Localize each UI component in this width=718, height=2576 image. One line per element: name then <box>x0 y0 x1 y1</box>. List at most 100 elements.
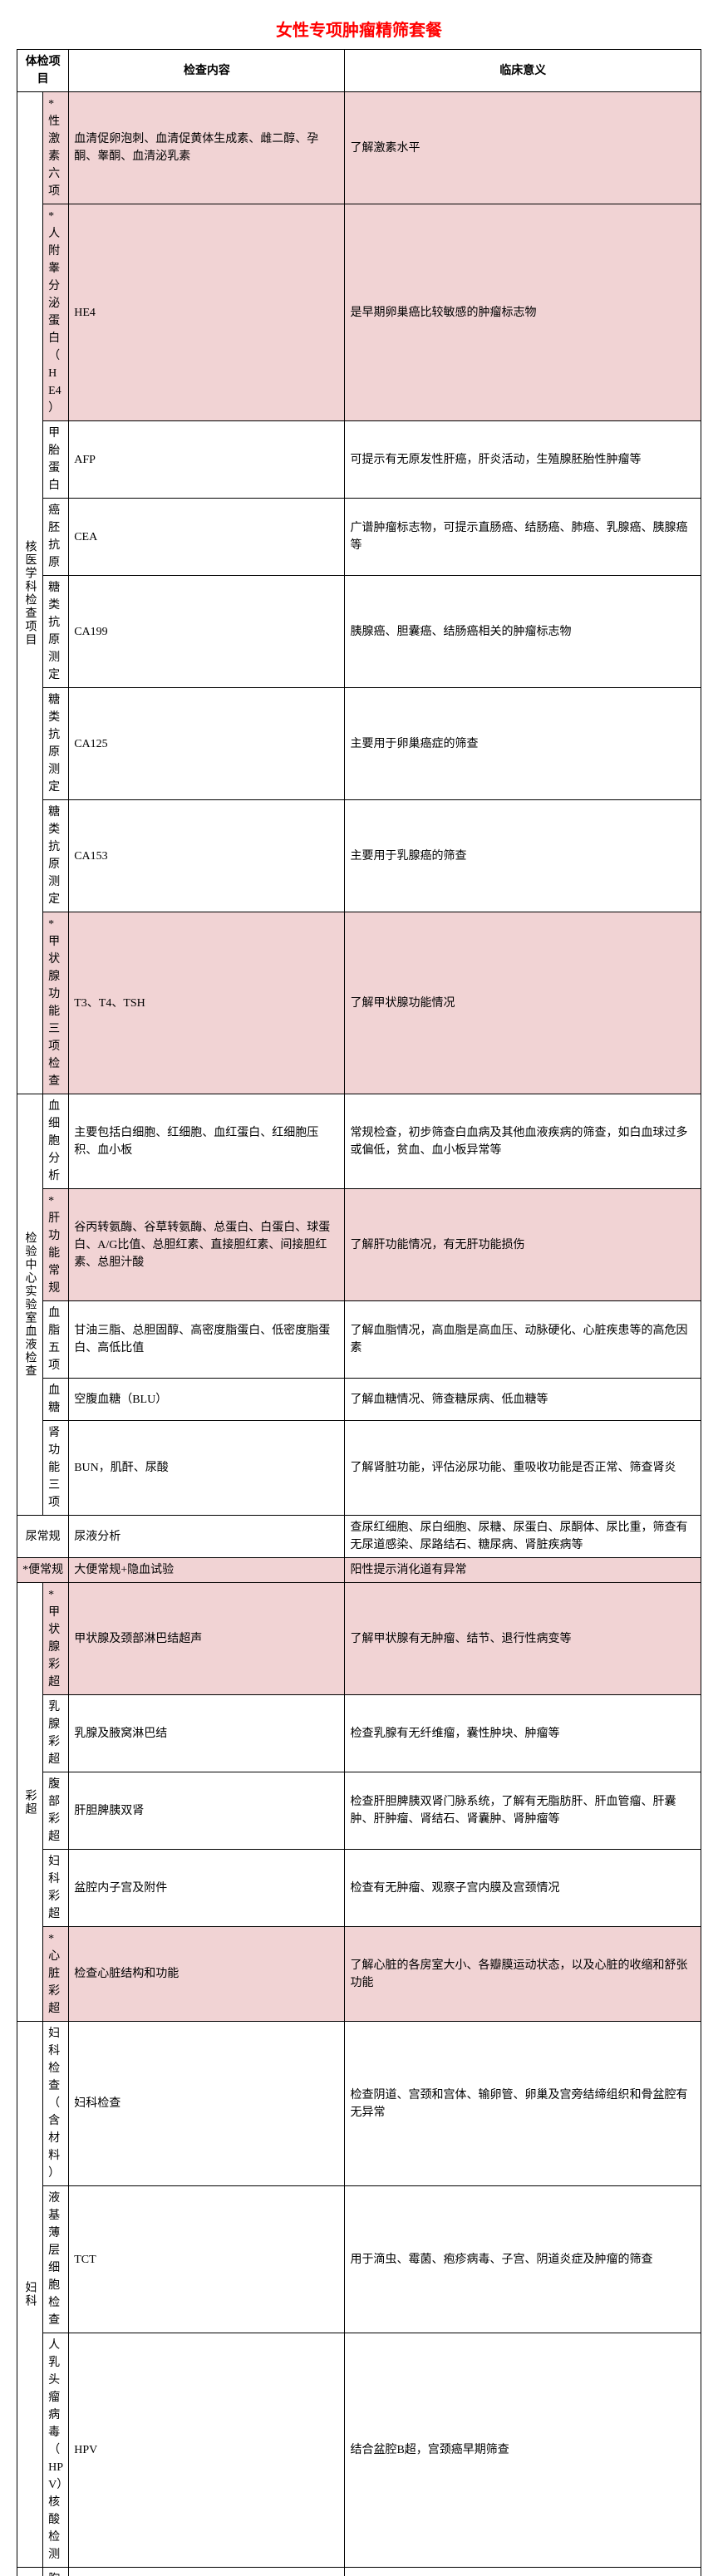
header-meaning: 临床意义 <box>345 50 701 92</box>
page-title: 女性专项肿瘤精筛套餐 <box>17 17 701 41</box>
item-cell: *人附睾分泌蛋白（HE4） <box>43 204 69 421</box>
table-row: 检验中心实验室血液检查 血细胞分析 主要包括白细胞、红细胞、血红蛋白、红细胞压积… <box>17 1094 701 1189</box>
meaning-cell: 了解血糖情况、筛查糖尿病、低血糖等 <box>345 1379 701 1421</box>
meaning-cell: 检查肝胆脾胰双肾门脉系统，了解有无脂肪肝、肝血管瘤、肝囊肿、肝肿瘤、肾结石、肾囊… <box>345 1772 701 1850</box>
content-cell: 谷丙转氨酶、谷草转氨酶、总蛋白、白蛋白、球蛋白、A/G比值、总胆红素、直接胆红素… <box>69 1189 345 1301</box>
item-cell: 腹部彩超 <box>43 1772 69 1850</box>
content-cell: 盆腔内子宫及附件 <box>69 1850 345 1927</box>
table-row: 肾功能三项 BUN，肌酐、尿酸 了解肾脏功能，评估泌尿功能、重吸收功能是否正常、… <box>17 1421 701 1516</box>
meaning-cell: 查尿红细胞、尿白细胞、尿糖、尿蛋白、尿酮体、尿比重，筛查有无尿道感染、尿路结石、… <box>345 1516 701 1558</box>
meaning-cell: 可提示有无原发性肝癌，肝炎活动，生殖腺胚胎性肿瘤等 <box>345 421 701 499</box>
content-cell: T3、T4、TSH <box>69 912 345 1094</box>
item-cell: 血脂五项 <box>43 1301 69 1379</box>
table-row: 糖类抗原测定 CA153 主要用于乳腺癌的筛查 <box>17 800 701 912</box>
item-cell: 甲胎蛋白 <box>43 421 69 499</box>
item-cell: *肝功能常规 <box>43 1189 69 1301</box>
meaning-cell: 了解甲状腺有无肿瘤、结节、退行性病变等 <box>345 1583 701 1695</box>
meaning-cell: 用于滴虫、霉菌、疱疹病毒、子宫、阴道炎症及肿瘤的筛查 <box>345 2186 701 2333</box>
category-nuclear: 核医学科检查项目 <box>17 92 43 1094</box>
table-row: 尿常规 尿液分析 查尿红细胞、尿白细胞、尿糖、尿蛋白、尿酮体、尿比重，筛查有无尿… <box>17 1516 701 1558</box>
content-cell: CA153 <box>69 800 345 912</box>
meaning-cell: 是早期卵巢癌比较敏感的肿瘤标志物 <box>345 204 701 421</box>
meaning-cell: 主要用于肺癌筛查，了解心脏大小与形态，有无肺结核、肺部炎症或肿瘤、纵膈肿瘤等 <box>345 2568 701 2576</box>
table-row: 血脂五项 甘油三脂、总胆固醇、高密度脂蛋白、低密度脂蛋白、高低比值 了解血脂情况… <box>17 1301 701 1379</box>
table-row: 核医学科检查项目 *性激素六项 血清促卵泡刺、血清促黄体生成素、雌二醇、孕酮、睾… <box>17 92 701 204</box>
item-cell: 人乳头瘤病毒（HPV）核酸检测 <box>43 2333 69 2568</box>
content-cell: 甘油三脂、总胆固醇、高密度脂蛋白、低密度脂蛋白、高低比值 <box>69 1301 345 1379</box>
item-cell: *性激素六项 <box>43 92 69 204</box>
table-row: *肝功能常规 谷丙转氨酶、谷草转氨酶、总蛋白、白蛋白、球蛋白、A/G比值、总胆红… <box>17 1189 701 1301</box>
content-cell: HE4 <box>69 204 345 421</box>
table-row: 糖类抗原测定 CA125 主要用于卵巢癌症的筛查 <box>17 688 701 800</box>
table-row: 血糖 空腹血糖（BLU） 了解血糖情况、筛查糖尿病、低血糖等 <box>17 1379 701 1421</box>
content-cell: CA199 <box>69 576 345 688</box>
content-cell: AFP <box>69 421 345 499</box>
category-ultrasound: 彩超 <box>17 1583 43 2022</box>
table-row: 彩超 *甲状腺彩超 甲状腺及颈部淋巴结超声 了解甲状腺有无肿瘤、结节、退行性病变… <box>17 1583 701 1695</box>
category-radio: 放射性检查 <box>17 2568 43 2576</box>
category-gyno: 妇科 <box>17 2022 43 2568</box>
item-cell: *甲状腺彩超 <box>43 1583 69 1695</box>
meaning-cell: 阳性提示消化道有异常 <box>345 1558 701 1583</box>
item-cell: 妇科彩超 <box>43 1850 69 1927</box>
content-cell: BUN，肌酐、尿酸 <box>69 1421 345 1516</box>
header-item: 体检项目 <box>17 50 69 92</box>
item-cell: 尿常规 <box>17 1516 69 1558</box>
content-cell: 肝胆脾胰双肾 <box>69 1772 345 1850</box>
item-cell: 妇科检查（含材料） <box>43 2022 69 2186</box>
meaning-cell: 了解肝功能情况，有无肝功能损伤 <box>345 1189 701 1301</box>
table-row: 腹部彩超 肝胆脾胰双肾 检查肝胆脾胰双肾门脉系统，了解有无脂肪肝、肝血管瘤、肝囊… <box>17 1772 701 1850</box>
content-cell: HPV <box>69 2333 345 2568</box>
table-row: 甲胎蛋白 AFP 可提示有无原发性肝癌，肝炎活动，生殖腺胚胎性肿瘤等 <box>17 421 701 499</box>
item-cell: 液基薄层细胞检查 <box>43 2186 69 2333</box>
item-cell: 肾功能三项 <box>43 1421 69 1516</box>
item-cell: 血糖 <box>43 1379 69 1421</box>
item-cell: 糖类抗原测定 <box>43 576 69 688</box>
table-row: 妇科 妇科检查（含材料） 妇科检查 检查阴道、宫颈和宫体、输卵管、卵巢及宫旁结缔… <box>17 2022 701 2186</box>
content-cell: CA125 <box>69 688 345 800</box>
content-cell: 检查心脏结构和功能 <box>69 1927 345 2022</box>
meaning-cell: 了解心脏的各房室大小、各瓣膜运动状态，以及心脏的收缩和舒张功能 <box>345 1927 701 2022</box>
table-row: *甲状腺功能三项检查 T3、T4、TSH 了解甲状腺功能情况 <box>17 912 701 1094</box>
meaning-cell: 结合盆腔B超，宫颈癌早期筛查 <box>345 2333 701 2568</box>
content-cell: 妇科检查 <box>69 2022 345 2186</box>
meaning-cell: 胰腺癌、胆囊癌、结肠癌相关的肿瘤标志物 <box>345 576 701 688</box>
table-row: 妇科彩超 盆腔内子宫及附件 检查有无肿瘤、观察子宫内膜及宫颈情况 <box>17 1850 701 1927</box>
meaning-cell: 常规检查，初步筛查白血病及其他血液疾病的筛查，如白血球过多或偏低，贫血、血小板异… <box>345 1094 701 1189</box>
table-row: 液基薄层细胞检查 TCT 用于滴虫、霉菌、疱疹病毒、子宫、阴道炎症及肿瘤的筛查 <box>17 2186 701 2333</box>
table-row: 乳腺彩超 乳腺及腋窝淋巴结 检查乳腺有无纤维瘤，囊性肿块、肿瘤等 <box>17 1695 701 1772</box>
header-content: 检查内容 <box>69 50 345 92</box>
content-cell: TCT <box>69 2186 345 2333</box>
content-cell: 空腹血糖（BLU） <box>69 1379 345 1421</box>
meaning-cell: 主要用于卵巢癌症的筛查 <box>345 688 701 800</box>
meaning-cell: 了解肾脏功能，评估泌尿功能、重吸收功能是否正常、筛查肾炎 <box>345 1421 701 1516</box>
content-cell: 主要包括白细胞、红细胞、血红蛋白、红细胞压积、血小板 <box>69 1094 345 1189</box>
table-row: 放射性检查 胸部低剂量螺旋CT检查 胸部CT 主要用于肺癌筛查，了解心脏大小与形… <box>17 2568 701 2576</box>
item-cell: *心脏彩超 <box>43 1927 69 2022</box>
content-cell: CEA <box>69 499 345 576</box>
meaning-cell: 了解甲状腺功能情况 <box>345 912 701 1094</box>
item-cell: 乳腺彩超 <box>43 1695 69 1772</box>
content-cell: 尿液分析 <box>69 1516 345 1558</box>
item-cell: 糖类抗原测定 <box>43 800 69 912</box>
meaning-cell: 检查阴道、宫颈和宫体、输卵管、卵巢及宫旁结缔组织和骨盆腔有无异常 <box>345 2022 701 2186</box>
table-row: 糖类抗原测定 CA199 胰腺癌、胆囊癌、结肠癌相关的肿瘤标志物 <box>17 576 701 688</box>
content-cell: 乳腺及腋窝淋巴结 <box>69 1695 345 1772</box>
exam-table: 体检项目 检查内容 临床意义 核医学科检查项目 *性激素六项 血清促卵泡刺、血清… <box>17 49 701 2576</box>
content-cell: 血清促卵泡刺、血清促黄体生成素、雌二醇、孕酮、睾酮、血清泌乳素 <box>69 92 345 204</box>
meaning-cell: 了解血脂情况，高血脂是高血压、动脉硬化、心脏疾患等的高危因素 <box>345 1301 701 1379</box>
table-header: 体检项目 检查内容 临床意义 <box>17 50 701 92</box>
item-cell: 糖类抗原测定 <box>43 688 69 800</box>
table-row: 人乳头瘤病毒（HPV）核酸检测 HPV 结合盆腔B超，宫颈癌早期筛查 <box>17 2333 701 2568</box>
item-cell: 血细胞分析 <box>43 1094 69 1189</box>
meaning-cell: 检查乳腺有无纤维瘤，囊性肿块、肿瘤等 <box>345 1695 701 1772</box>
content-cell: 大便常规+隐血试验 <box>69 1558 345 1583</box>
item-cell: 胸部低剂量螺旋CT检查 <box>43 2568 69 2576</box>
item-cell: *便常规 <box>17 1558 69 1583</box>
table-row: *心脏彩超 检查心脏结构和功能 了解心脏的各房室大小、各瓣膜运动状态，以及心脏的… <box>17 1927 701 2022</box>
content-cell: 甲状腺及颈部淋巴结超声 <box>69 1583 345 1695</box>
item-cell: *甲状腺功能三项检查 <box>43 912 69 1094</box>
table-row: *便常规 大便常规+隐血试验 阳性提示消化道有异常 <box>17 1558 701 1583</box>
content-cell: 胸部CT <box>69 2568 345 2576</box>
category-lab: 检验中心实验室血液检查 <box>17 1094 43 1516</box>
